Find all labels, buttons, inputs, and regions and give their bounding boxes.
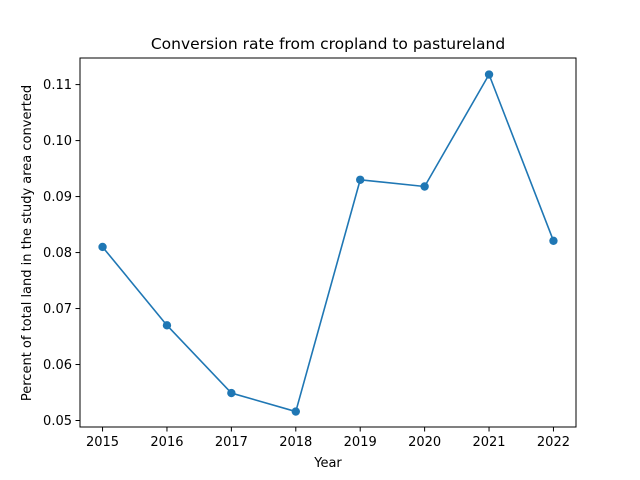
- plot-frame: [79, 57, 577, 428]
- data-point-2017: [227, 388, 236, 398]
- data-point-2019: [356, 175, 365, 184]
- series-line: [101, 73, 555, 413]
- x-tick-label: 2017: [215, 435, 248, 450]
- x-tick-label: 2015: [86, 435, 119, 450]
- y-tick-label: 0.06: [43, 358, 72, 373]
- y-axis-label: Percent of total land in the study area …: [20, 85, 35, 401]
- y-tick-label: 0.08: [43, 246, 72, 261]
- y-tick-label: 0.07: [43, 302, 72, 317]
- x-tick-label: 2021: [472, 435, 505, 450]
- x-axis-label: Year: [313, 456, 342, 471]
- x-tick-label: 2022: [537, 435, 570, 450]
- y-axis: 0.05 0.06 0.07 0.08 0.09 0.10 0.11: [43, 78, 80, 429]
- data-point-2021: [484, 70, 494, 79]
- x-axis: 2015 2016 2017 2018 2019 2020 2021 2022: [86, 427, 570, 450]
- x-tick-label: 2018: [279, 435, 312, 450]
- data-point-2018: [291, 407, 300, 416]
- chart-title: Conversion rate from cropland to pasture…: [151, 35, 505, 53]
- x-tick-label: 2020: [408, 435, 441, 450]
- y-tick-label: 0.05: [43, 414, 72, 429]
- plot-area: [79, 57, 577, 428]
- x-tick-label: 2019: [344, 435, 377, 450]
- data-point-2022: [549, 236, 558, 245]
- data-point-2020: [420, 182, 429, 191]
- x-tick-label: 2016: [150, 435, 183, 450]
- data-point-2016: [162, 321, 172, 330]
- y-tick-label: 0.09: [43, 190, 72, 205]
- data-point-2015: [98, 242, 107, 252]
- y-tick-label: 0.11: [43, 78, 72, 93]
- y-tick-label: 0.10: [43, 134, 72, 149]
